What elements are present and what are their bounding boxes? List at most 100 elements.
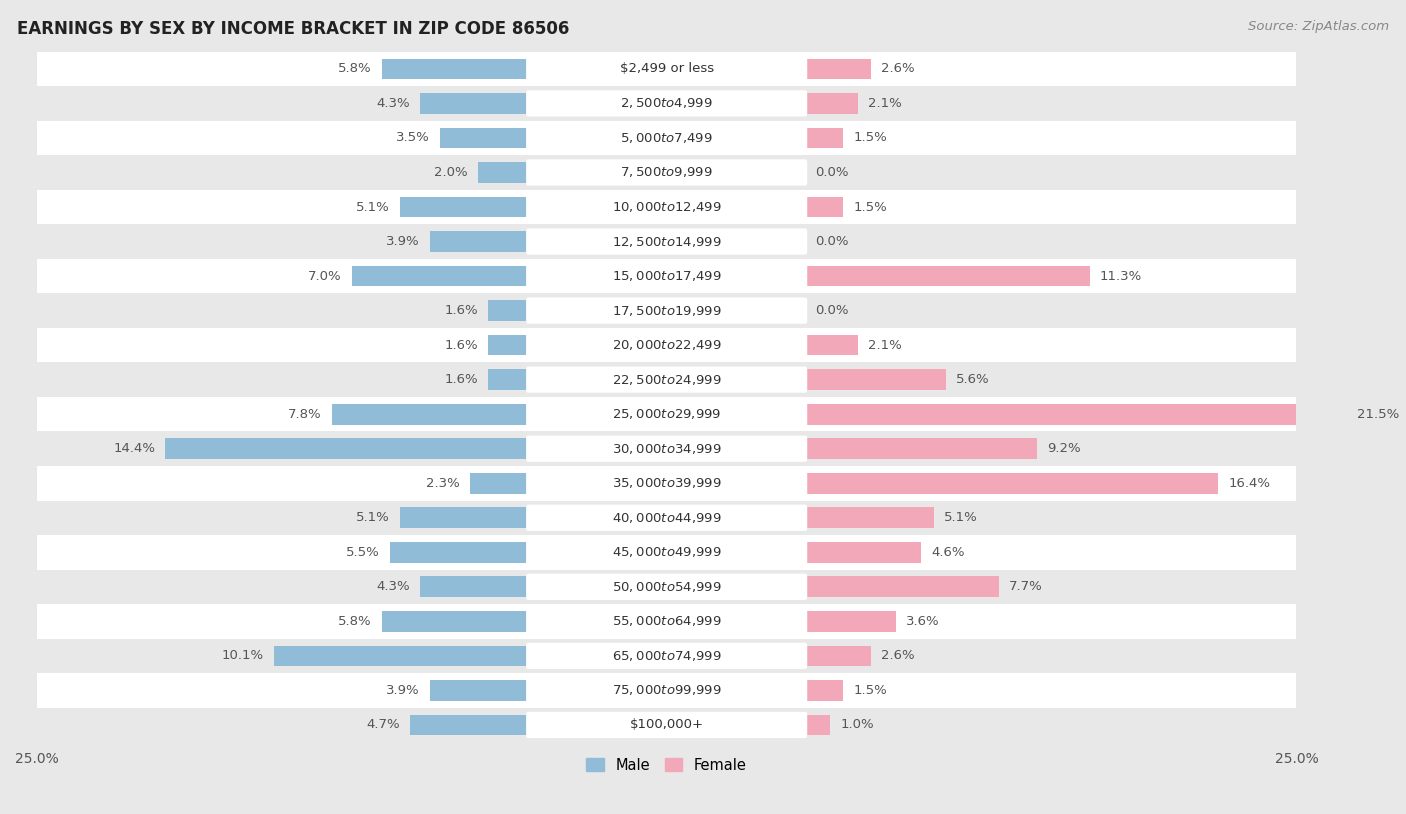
FancyBboxPatch shape [526,435,807,462]
Bar [420,576,529,597]
Bar [352,265,529,287]
Bar [806,370,946,390]
FancyBboxPatch shape [526,56,807,82]
Text: $65,000 to $74,999: $65,000 to $74,999 [612,649,721,663]
Text: 4.7%: 4.7% [366,719,399,732]
Text: 7.8%: 7.8% [288,408,322,421]
Bar [806,93,858,114]
Text: 7.7%: 7.7% [1010,580,1043,593]
Text: 4.6%: 4.6% [931,546,965,558]
FancyBboxPatch shape [526,366,807,393]
Text: 5.5%: 5.5% [346,546,380,558]
Bar [806,439,1038,459]
FancyBboxPatch shape [526,332,807,358]
Bar [806,265,1090,287]
Bar [470,473,529,493]
Bar [488,335,529,356]
Text: $75,000 to $99,999: $75,000 to $99,999 [612,684,721,698]
Text: 21.5%: 21.5% [1357,408,1399,421]
Bar [806,715,831,735]
Bar [37,535,1296,570]
Text: 3.5%: 3.5% [396,131,430,144]
Bar [37,570,1296,604]
Text: 5.6%: 5.6% [956,373,990,386]
Bar [37,707,1296,742]
Text: 9.2%: 9.2% [1047,442,1081,455]
Bar [37,604,1296,639]
Bar [806,507,934,528]
Text: 3.9%: 3.9% [387,235,420,248]
Bar [430,231,529,252]
Bar [806,542,921,562]
Bar [806,404,1347,425]
Text: 1.6%: 1.6% [444,339,478,352]
FancyBboxPatch shape [526,229,807,255]
Text: 1.6%: 1.6% [444,373,478,386]
Text: $22,500 to $24,999: $22,500 to $24,999 [612,373,721,387]
Text: 5.1%: 5.1% [943,511,977,524]
Bar [166,439,529,459]
Text: $30,000 to $34,999: $30,000 to $34,999 [612,442,721,456]
Bar [478,162,529,183]
Text: $20,000 to $22,499: $20,000 to $22,499 [612,338,721,352]
Bar [37,501,1296,535]
Text: 0.0%: 0.0% [815,166,849,179]
Text: $2,499 or less: $2,499 or less [620,63,714,76]
Text: $35,000 to $39,999: $35,000 to $39,999 [612,476,721,490]
Text: $100,000+: $100,000+ [630,719,703,732]
FancyBboxPatch shape [526,401,807,427]
Bar [430,680,529,701]
Bar [382,611,529,632]
Bar [488,370,529,390]
Text: $12,500 to $14,999: $12,500 to $14,999 [612,234,721,248]
Text: 1.6%: 1.6% [444,304,478,317]
Text: 10.1%: 10.1% [222,650,263,663]
Text: 0.0%: 0.0% [815,235,849,248]
Text: 1.5%: 1.5% [853,200,887,213]
Text: $10,000 to $12,499: $10,000 to $12,499 [612,200,721,214]
Bar [37,673,1296,707]
Text: 5.1%: 5.1% [356,511,389,524]
Text: Source: ZipAtlas.com: Source: ZipAtlas.com [1249,20,1389,33]
Bar [37,190,1296,225]
Text: 0.0%: 0.0% [815,304,849,317]
Bar [37,466,1296,501]
Text: 2.0%: 2.0% [434,166,468,179]
Bar [806,59,870,79]
Text: 4.3%: 4.3% [375,97,409,110]
Text: 7.0%: 7.0% [308,269,342,282]
Text: 2.6%: 2.6% [880,650,914,663]
FancyBboxPatch shape [526,574,807,600]
FancyBboxPatch shape [526,643,807,669]
Bar [37,639,1296,673]
Text: 5.1%: 5.1% [356,200,389,213]
Text: 5.8%: 5.8% [339,615,373,628]
Bar [332,404,529,425]
Bar [37,362,1296,397]
Bar [488,300,529,321]
Bar [37,225,1296,259]
FancyBboxPatch shape [526,160,807,186]
Text: 2.6%: 2.6% [880,63,914,76]
Bar [37,155,1296,190]
Text: 14.4%: 14.4% [114,442,155,455]
Bar [806,335,858,356]
Text: $17,500 to $19,999: $17,500 to $19,999 [612,304,721,317]
FancyBboxPatch shape [526,539,807,566]
Bar [389,542,529,562]
Text: $45,000 to $49,999: $45,000 to $49,999 [612,545,721,559]
Text: $50,000 to $54,999: $50,000 to $54,999 [612,580,721,594]
Bar [440,128,529,148]
Bar [806,197,844,217]
Bar [806,473,1219,493]
Text: 3.6%: 3.6% [905,615,939,628]
Text: 1.5%: 1.5% [853,131,887,144]
Text: 5.8%: 5.8% [339,63,373,76]
Text: $55,000 to $64,999: $55,000 to $64,999 [612,615,721,628]
Text: 11.3%: 11.3% [1099,269,1142,282]
Bar [806,576,1000,597]
FancyBboxPatch shape [526,470,807,497]
Text: 1.5%: 1.5% [853,684,887,697]
Bar [420,93,529,114]
FancyBboxPatch shape [526,194,807,220]
